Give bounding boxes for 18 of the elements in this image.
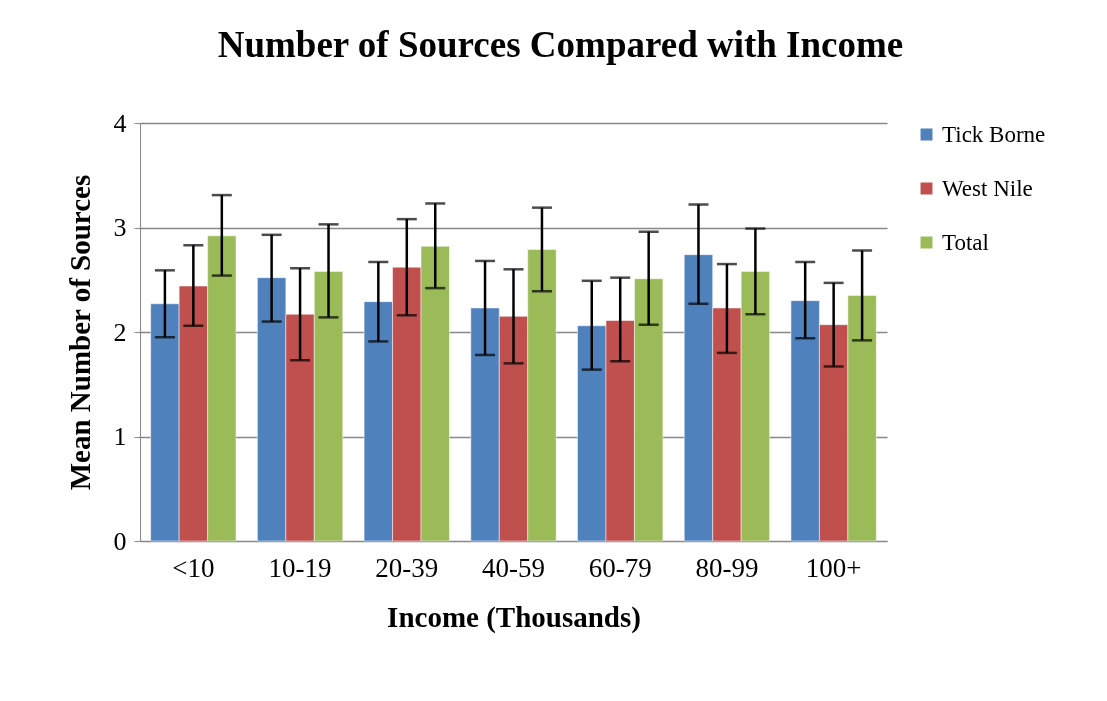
legend-label: Total (942, 229, 989, 255)
y-axis-title: Mean Number of Sources (63, 174, 96, 491)
y-tick-label: 2 (113, 317, 127, 347)
y-tick-label: 4 (113, 108, 127, 138)
y-tick-label: 0 (113, 526, 127, 556)
legend-label: West Nile (942, 175, 1033, 201)
x-tick-label: 20-39 (375, 552, 439, 583)
x-tick-label: 40-59 (482, 552, 545, 583)
y-tick-label: 1 (113, 422, 127, 451)
y-tick-label: 3 (113, 213, 127, 242)
chart-title: Number of Sources Compared with Income (217, 24, 904, 65)
x-tick-label: 100+ (805, 552, 862, 583)
x-tick-label: 60-79 (588, 552, 652, 583)
legend-label: Tick Borne (942, 121, 1046, 147)
x-tick-label: 80-99 (695, 552, 759, 583)
x-axis-title: Income (Thousands) (387, 600, 641, 634)
x-tick-label: 10-19 (268, 552, 332, 583)
x-tick-label: <10 (172, 552, 215, 583)
